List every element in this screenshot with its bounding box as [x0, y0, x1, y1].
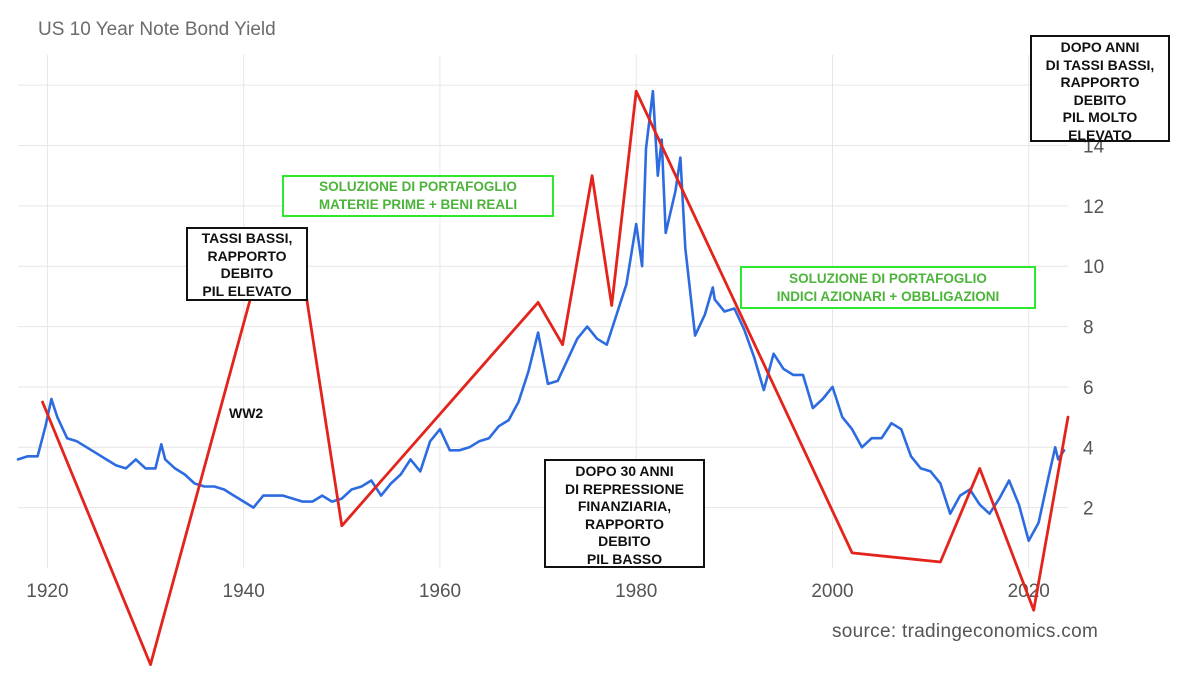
x-tick-label: 2000 [811, 581, 853, 602]
yield-series-line [16, 89, 1066, 543]
y-tick-label: 2 [1083, 499, 1094, 520]
source-label: source: tradingeconomics.com [832, 621, 1099, 642]
x-tick-label: 1940 [223, 581, 265, 602]
y-tick-label: 4 [1083, 438, 1094, 459]
annotation-after-30-years: DOPO 30 ANNI DI REPRESSIONE FINANZIARIA,… [544, 459, 705, 568]
trend-series-line [41, 89, 1070, 666]
y-tick-label: 6 [1083, 378, 1094, 399]
annotation-top-right: DOPO ANNI DI TASSI BASSI, RAPPORTO DEBIT… [1030, 35, 1170, 143]
x-tick-label: 1980 [615, 581, 657, 602]
x-tick-label: 1960 [419, 581, 461, 602]
annotation-commodities-solution: SOLUZIONE DI PORTAFOGLIO MATERIE PRIME +… [282, 175, 554, 217]
y-tick-label: 12 [1083, 197, 1104, 218]
annotation-equities-bonds-solution: SOLUZIONE DI PORTAFOGLIO INDICI AZIONARI… [740, 266, 1036, 309]
annotation-ww2: WW2 [229, 405, 264, 421]
y-tick-label: 8 [1083, 318, 1094, 339]
annotation-low-rates: TASSI BASSI, RAPPORTO DEBITO PIL ELEVATO [186, 227, 308, 301]
x-tick-label: 1920 [26, 581, 68, 602]
chart-title: US 10 Year Note Bond Yield [38, 19, 276, 40]
y-tick-label: 10 [1083, 257, 1104, 278]
